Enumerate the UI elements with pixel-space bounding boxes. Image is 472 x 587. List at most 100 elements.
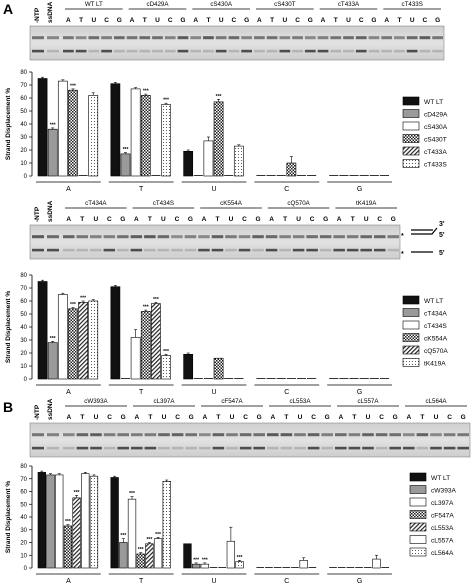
- lane-label: U: [366, 414, 371, 421]
- y-tick-label: 0: [24, 566, 28, 572]
- gel-band: [317, 36, 329, 40]
- gel-band: [32, 49, 44, 53]
- gel-band: [330, 49, 342, 53]
- category-label: C: [284, 186, 289, 193]
- gel-band: [394, 49, 405, 53]
- gel-band: [144, 446, 157, 450]
- legend-label: cL564A: [431, 550, 454, 557]
- gel-band: [32, 433, 44, 437]
- lane-label: C: [175, 216, 180, 223]
- category-label: U: [211, 578, 216, 585]
- y-tick-label: 20: [20, 541, 27, 547]
- legend-label: tK419A: [424, 361, 446, 368]
- category-label: A: [66, 389, 71, 396]
- legend-label: cL397A: [431, 500, 454, 507]
- gel-band: [88, 36, 100, 40]
- gel-band: [319, 235, 332, 239]
- gel-band: [432, 49, 443, 53]
- gel-band: [403, 446, 415, 450]
- lane-label: A: [406, 414, 411, 421]
- category-label: G: [357, 578, 362, 585]
- lane-label: T: [80, 216, 84, 223]
- gel-band: [267, 446, 279, 450]
- bar: [183, 353, 194, 380]
- gel-band: [90, 446, 102, 450]
- gel-band: [185, 446, 197, 450]
- bar: [233, 145, 244, 177]
- legend-swatch: [402, 333, 420, 342]
- gel-band: [279, 248, 291, 252]
- substrate-diagram: 3' 5' * 5' *: [401, 221, 445, 258]
- lane-label: A: [338, 414, 343, 421]
- gel-band: [47, 36, 59, 40]
- lane-label: T: [206, 17, 210, 24]
- lane-label: A: [193, 17, 198, 24]
- bar: [130, 337, 141, 380]
- gel-band: [212, 446, 225, 450]
- gel-band: [117, 433, 129, 437]
- gel-band: [211, 235, 224, 239]
- lane-label: A: [134, 216, 139, 223]
- bar: [200, 563, 209, 569]
- gel-band: [430, 446, 442, 450]
- gel-band: [76, 446, 89, 450]
- bar: [89, 475, 99, 569]
- bar: [226, 540, 236, 569]
- bar: [136, 553, 145, 569]
- label-5prime-single: 5': [439, 250, 445, 257]
- legend-swatch: [409, 535, 427, 544]
- gel-band: [430, 433, 442, 437]
- legend-swatch: [402, 320, 420, 330]
- gel-band: [228, 49, 240, 53]
- gel-band: [238, 248, 251, 252]
- gel-band: [254, 36, 265, 40]
- lane-label: U: [162, 414, 167, 421]
- gel-group-label: cK554A: [220, 200, 243, 207]
- gel-group-label: cW393A: [84, 398, 108, 405]
- lane-label: U: [93, 216, 98, 223]
- significance-label: ***: [155, 532, 161, 538]
- gel-band: [279, 235, 291, 239]
- gel-band: [139, 36, 151, 40]
- gel-band: [198, 235, 210, 239]
- lane-label: T: [283, 216, 287, 223]
- gel-band: [63, 433, 75, 437]
- y-tick-label: 20: [20, 351, 27, 357]
- lane-label: G: [256, 216, 261, 223]
- gel-band: [292, 36, 303, 40]
- gel-band: [130, 235, 143, 239]
- y-tick-label: 30: [20, 135, 27, 141]
- significance-label: ***: [143, 305, 149, 311]
- gel-band: [368, 36, 380, 40]
- gel-band: [47, 49, 59, 53]
- y-tick-label: 80: [20, 464, 27, 470]
- bar: [47, 128, 58, 177]
- gel-band: [164, 49, 176, 53]
- gel-group-label: cL557A: [358, 398, 380, 405]
- legend-label: cK554A: [424, 336, 448, 343]
- gel-band: [265, 248, 278, 252]
- gel-band: [157, 235, 170, 239]
- lane-label: G: [461, 414, 466, 421]
- gel-band: [225, 248, 237, 252]
- bar: [151, 303, 161, 380]
- legend-swatch: [402, 134, 420, 143]
- gel-band: [292, 248, 305, 252]
- gel-image: [29, 224, 401, 260]
- gel-band: [252, 248, 264, 252]
- significance-label: ***: [146, 537, 152, 543]
- gel-band: [333, 235, 345, 239]
- lane-label: G: [189, 414, 194, 421]
- lane-label: C: [447, 414, 452, 421]
- lane-label: T: [352, 414, 356, 421]
- gel-band: [152, 49, 163, 53]
- category-label: C: [284, 389, 289, 396]
- gel-band: [254, 49, 265, 53]
- gel-band: [419, 36, 431, 40]
- gel-group-label: cS430T: [274, 1, 296, 8]
- gel-band: [343, 36, 354, 40]
- lane-label: G: [325, 414, 330, 421]
- legend-label: cQ570A: [424, 348, 448, 355]
- lane-label: T: [143, 17, 147, 24]
